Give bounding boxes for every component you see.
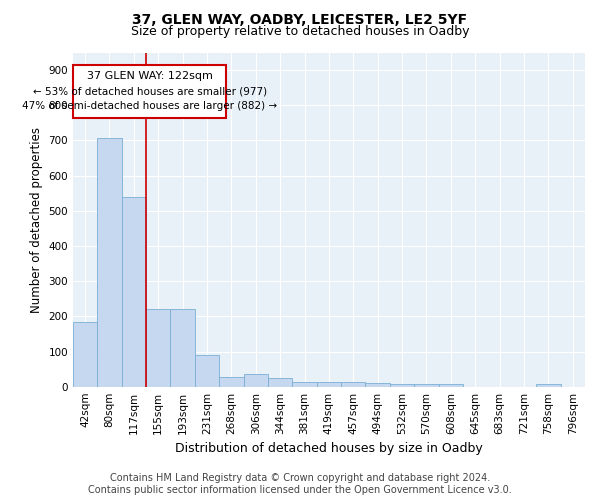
Bar — [122, 198, 146, 386]
Text: 37, GLEN WAY, OADBY, LEICESTER, LE2 5YF: 37, GLEN WAY, OADBY, LEICESTER, LE2 5YF — [133, 12, 467, 26]
Bar — [268, 378, 292, 386]
Text: Contains HM Land Registry data © Crown copyright and database right 2024.
Contai: Contains HM Land Registry data © Crown c… — [88, 474, 512, 495]
Bar — [365, 383, 390, 386]
Text: 47% of semi-detached houses are larger (882) →: 47% of semi-detached houses are larger (… — [22, 101, 277, 111]
Text: ← 53% of detached houses are smaller (977): ← 53% of detached houses are smaller (97… — [32, 86, 267, 96]
Bar — [244, 374, 268, 386]
Bar — [341, 382, 365, 386]
Bar — [219, 377, 244, 386]
Bar — [73, 322, 97, 386]
Bar — [414, 384, 439, 386]
X-axis label: Distribution of detached houses by size in Oadby: Distribution of detached houses by size … — [175, 442, 483, 455]
Bar — [146, 309, 170, 386]
Y-axis label: Number of detached properties: Number of detached properties — [30, 126, 43, 312]
Bar — [195, 354, 219, 386]
Bar — [97, 138, 122, 386]
Bar — [439, 384, 463, 386]
FancyBboxPatch shape — [73, 65, 226, 118]
Bar — [390, 384, 414, 386]
Bar — [170, 309, 195, 386]
Bar — [317, 382, 341, 386]
Text: 37 GLEN WAY: 122sqm: 37 GLEN WAY: 122sqm — [87, 72, 212, 82]
Bar — [292, 382, 317, 386]
Bar — [536, 384, 560, 386]
Text: Size of property relative to detached houses in Oadby: Size of property relative to detached ho… — [131, 25, 469, 38]
